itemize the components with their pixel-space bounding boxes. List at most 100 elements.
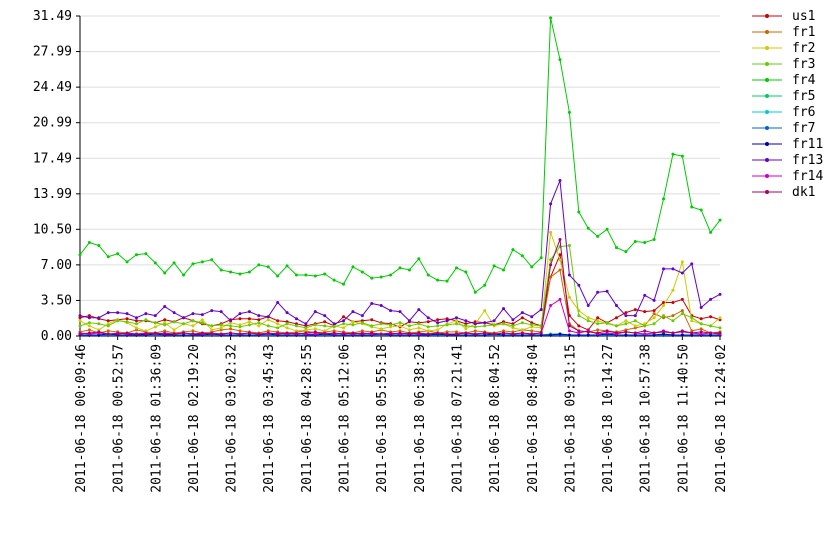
- point: [313, 327, 317, 331]
- point: [144, 312, 148, 316]
- point: [483, 324, 487, 328]
- point: [709, 297, 713, 301]
- point: [662, 304, 666, 308]
- point: [539, 308, 543, 312]
- point: [257, 332, 261, 336]
- point: [379, 275, 383, 279]
- point: [567, 329, 571, 333]
- point: [671, 152, 675, 156]
- point: [445, 279, 449, 283]
- y-tick-label: 10.50: [33, 222, 72, 237]
- legend-label: fr13: [792, 153, 823, 168]
- point: [87, 321, 91, 325]
- point: [304, 322, 308, 326]
- point: [182, 273, 186, 277]
- point: [502, 322, 506, 326]
- point: [294, 273, 298, 277]
- point: [690, 205, 694, 209]
- point: [238, 329, 242, 333]
- point: [285, 331, 289, 335]
- point: [464, 270, 468, 274]
- point: [520, 331, 524, 335]
- point: [520, 328, 524, 332]
- legend-label: fr2: [792, 41, 815, 56]
- point: [671, 314, 675, 318]
- legend-label: fr14: [792, 169, 823, 184]
- point: [473, 325, 477, 329]
- point: [464, 327, 468, 331]
- point: [229, 324, 233, 328]
- point: [633, 314, 637, 318]
- point: [332, 325, 336, 329]
- point: [153, 331, 157, 335]
- x-tick-label: 2011-06-18 10:57:38: [639, 344, 654, 493]
- point: [483, 331, 487, 335]
- point: [605, 289, 609, 293]
- point: [407, 268, 411, 272]
- point: [238, 317, 242, 321]
- point: [624, 314, 628, 318]
- point: [445, 323, 449, 327]
- point: [172, 320, 176, 324]
- point: [662, 314, 666, 318]
- point: [87, 331, 91, 335]
- point: [200, 331, 204, 335]
- point: [407, 319, 411, 323]
- point: [530, 265, 534, 269]
- y-tick-label: 27.99: [33, 45, 72, 60]
- point: [398, 324, 402, 328]
- point: [229, 270, 233, 274]
- point: [125, 260, 129, 264]
- series: [78, 237, 722, 336]
- point: [502, 268, 506, 272]
- point: [662, 197, 666, 201]
- point: [163, 318, 167, 322]
- legend-marker: [765, 110, 769, 114]
- point: [219, 326, 223, 330]
- point: [200, 318, 204, 322]
- point: [219, 310, 223, 314]
- point: [530, 323, 534, 327]
- point: [492, 264, 496, 268]
- point: [614, 331, 618, 335]
- point: [285, 311, 289, 315]
- point: [351, 310, 355, 314]
- series: [78, 230, 722, 333]
- point: [219, 332, 223, 336]
- point: [652, 322, 656, 326]
- point: [596, 331, 600, 335]
- x-tick-label: 2011-06-18 09:31:15: [563, 344, 578, 493]
- point: [200, 321, 204, 325]
- point: [690, 331, 694, 335]
- point: [379, 322, 383, 326]
- point: [285, 264, 289, 268]
- point: [436, 328, 440, 332]
- legend-marker: [765, 190, 769, 194]
- point: [709, 230, 713, 234]
- point: [360, 314, 364, 318]
- point: [454, 266, 458, 270]
- x-tick-label: 2011-06-18 11:40:50: [676, 344, 691, 493]
- point: [633, 239, 637, 243]
- point: [596, 328, 600, 332]
- point: [596, 316, 600, 320]
- point: [539, 331, 543, 335]
- point: [106, 255, 110, 259]
- point: [699, 317, 703, 321]
- legend-marker: [765, 62, 769, 66]
- point: [153, 321, 157, 325]
- point: [586, 333, 590, 337]
- point: [567, 273, 571, 277]
- point: [191, 319, 195, 323]
- legend-marker: [765, 14, 769, 18]
- point: [558, 332, 562, 336]
- point: [502, 331, 506, 335]
- point: [257, 263, 261, 267]
- legend-label: fr1: [792, 25, 815, 40]
- point: [313, 323, 317, 327]
- x-tick-label: 2011-06-18 05:55:18: [375, 344, 390, 493]
- point: [379, 304, 383, 308]
- point: [257, 314, 261, 318]
- point: [125, 317, 129, 321]
- point: [680, 309, 684, 313]
